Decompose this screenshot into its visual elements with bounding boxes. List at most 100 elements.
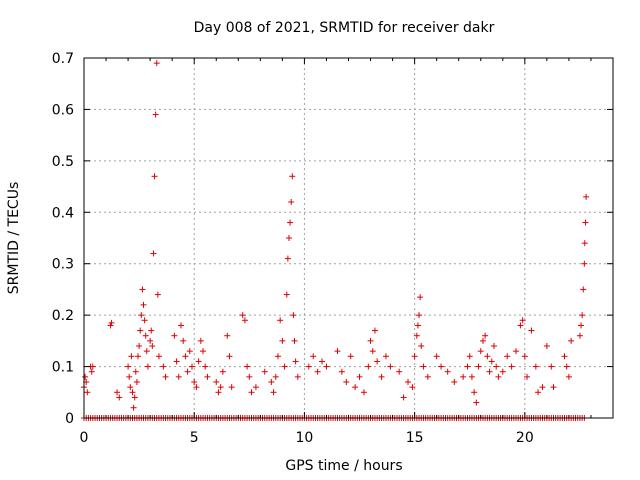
data-point xyxy=(396,368,403,375)
data-point xyxy=(195,358,202,365)
data-point xyxy=(378,373,385,380)
data-point xyxy=(405,379,412,385)
data-point xyxy=(114,389,121,396)
data-point xyxy=(268,379,275,385)
data-point xyxy=(323,363,330,370)
y-tick-label: 0.7 xyxy=(52,51,74,67)
data-point xyxy=(127,384,134,391)
data-point xyxy=(411,353,418,360)
data-point xyxy=(343,379,350,385)
data-point xyxy=(239,312,246,319)
data-point xyxy=(126,373,133,380)
data-point xyxy=(226,353,233,360)
data-point xyxy=(568,337,575,344)
data-point xyxy=(132,368,139,375)
data-point xyxy=(261,368,268,375)
data-point xyxy=(583,193,590,200)
data-point xyxy=(305,363,312,370)
data-point xyxy=(290,312,297,319)
data-point xyxy=(543,343,550,349)
data-point xyxy=(186,348,193,355)
data-point xyxy=(130,404,137,411)
data-point xyxy=(539,384,546,391)
data-point xyxy=(88,368,95,375)
data-point xyxy=(171,332,178,339)
data-point xyxy=(291,337,298,344)
data-point xyxy=(175,373,182,380)
data-point xyxy=(464,363,471,370)
data-point xyxy=(152,111,159,118)
data-point xyxy=(284,255,291,262)
data-point xyxy=(581,240,588,247)
data-point xyxy=(490,343,497,349)
data-point xyxy=(387,363,394,370)
data-point xyxy=(579,312,586,319)
data-point xyxy=(521,353,528,360)
data-point xyxy=(508,363,515,370)
data-point xyxy=(417,294,424,301)
y-axis-label: SRMTID / TECUs xyxy=(6,182,22,295)
data-point xyxy=(580,286,587,293)
y-tick-labels: 0 0.1 0.2 0.3 0.4 0.5 0.6 0.7 xyxy=(52,51,74,427)
data-point xyxy=(484,353,491,360)
data-point xyxy=(143,348,150,355)
data-point xyxy=(347,353,354,360)
grid-lines xyxy=(84,58,613,418)
data-point xyxy=(200,348,207,355)
data-point xyxy=(177,322,184,329)
data-point xyxy=(561,353,568,360)
data-point xyxy=(147,337,154,344)
data-point xyxy=(528,327,535,334)
data-point xyxy=(565,373,572,380)
data-point xyxy=(193,384,200,391)
data-point xyxy=(460,373,467,380)
data-point xyxy=(424,373,431,380)
data-point xyxy=(371,327,378,334)
data-point xyxy=(204,373,211,380)
data-point xyxy=(414,322,421,329)
data-point xyxy=(148,327,155,334)
y-tick-label: 0.3 xyxy=(52,257,74,273)
x-tick-label: 10 xyxy=(296,430,314,446)
data-point xyxy=(519,317,526,324)
data-point xyxy=(287,219,294,226)
data-point xyxy=(418,343,425,349)
data-point xyxy=(173,358,180,365)
data-point xyxy=(413,332,420,339)
data-point xyxy=(140,301,147,308)
data-point xyxy=(356,373,363,380)
data-point xyxy=(482,332,489,339)
data-point xyxy=(338,368,345,375)
data-point xyxy=(270,389,277,396)
data-point xyxy=(274,353,281,360)
data-point xyxy=(142,332,149,339)
data-point xyxy=(131,394,138,401)
data-point xyxy=(477,348,484,355)
data-point xyxy=(248,389,255,396)
data-point xyxy=(215,389,222,396)
data-point xyxy=(213,379,220,385)
data-point xyxy=(139,286,146,293)
data-point xyxy=(281,363,288,370)
data-point xyxy=(154,291,161,298)
data-point xyxy=(486,368,493,375)
data-point xyxy=(524,373,531,380)
data-point xyxy=(581,260,588,267)
data-point xyxy=(576,332,583,339)
data-point xyxy=(400,394,407,401)
data-point xyxy=(197,337,204,344)
data-point xyxy=(150,250,157,257)
data-point xyxy=(294,373,301,380)
data-point xyxy=(532,363,539,370)
data-point xyxy=(82,373,89,380)
data-point xyxy=(279,337,286,344)
data-point xyxy=(272,373,279,380)
data-point xyxy=(504,353,511,360)
data-point xyxy=(365,363,372,370)
data-point xyxy=(217,384,224,391)
data-point xyxy=(416,312,423,319)
data-point xyxy=(228,384,235,391)
data-point xyxy=(283,291,290,298)
data-point xyxy=(438,363,445,370)
data-point xyxy=(289,173,296,180)
